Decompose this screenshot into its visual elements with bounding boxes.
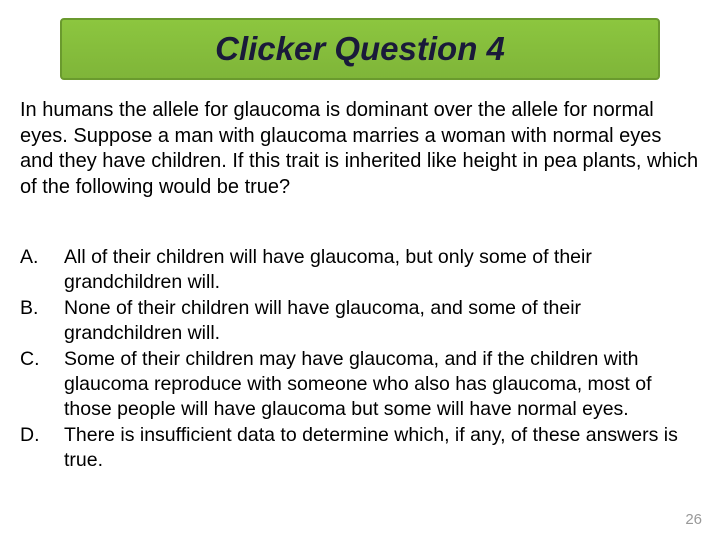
option-text: None of their children will have glaucom… [64,296,700,346]
options-list: A. All of their children will have glauc… [20,245,700,474]
question-text: In humans the allele for glaucoma is dom… [20,98,700,200]
option-d: D. There is insufficient data to determi… [20,423,700,473]
option-text: There is insufficient data to determine … [64,423,700,473]
option-text: Some of their children may have glaucoma… [64,347,700,422]
option-letter: B. [20,296,64,346]
option-b: B. None of their children will have glau… [20,296,700,346]
title-bar: Clicker Question 4 [60,18,660,80]
option-a: A. All of their children will have glauc… [20,245,700,295]
option-text: All of their children will have glaucoma… [64,245,700,295]
option-letter: A. [20,245,64,295]
page-title: Clicker Question 4 [215,30,505,68]
option-letter: C. [20,347,64,422]
option-letter: D. [20,423,64,473]
page-number: 26 [685,511,702,528]
option-c: C. Some of their children may have glauc… [20,347,700,422]
